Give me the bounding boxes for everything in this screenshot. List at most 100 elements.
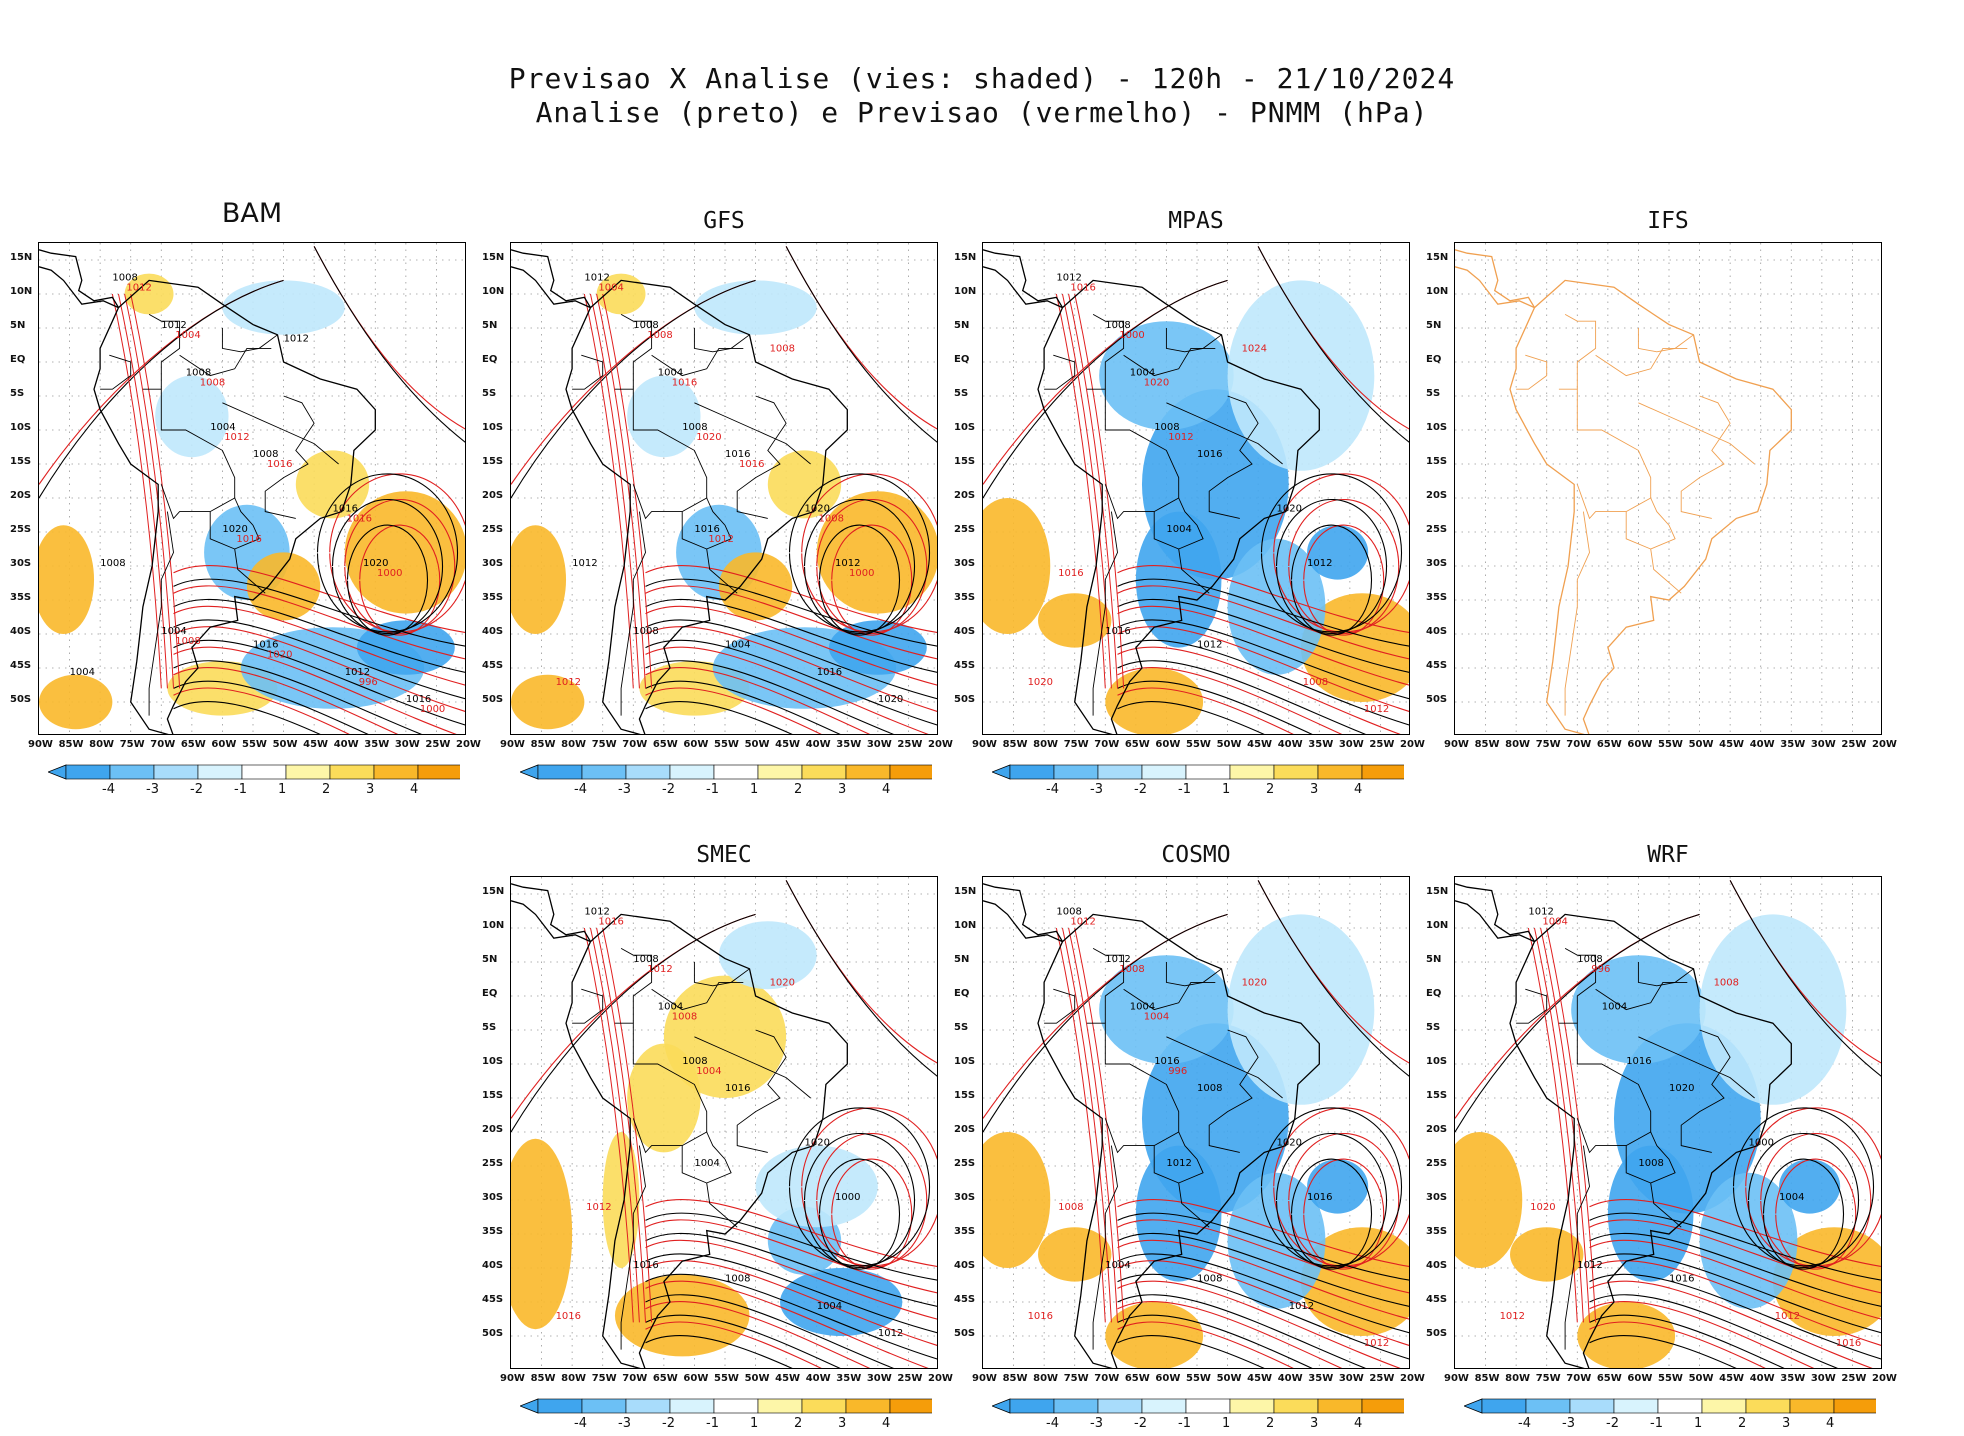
- coastline: [93, 279, 376, 734]
- lon-tick-label: 50W: [1688, 739, 1714, 750]
- lat-tick-label: 5S: [482, 1022, 497, 1033]
- isobar-label: 1008: [1303, 677, 1328, 688]
- lat-tick-label: 40S: [1426, 1260, 1448, 1271]
- analysis-isobar: [645, 619, 937, 700]
- isobar-label: 1004: [1130, 1002, 1155, 1013]
- lon-tick-label: 90W: [28, 739, 53, 750]
- negative-bias-area: [155, 375, 229, 458]
- isobar-label: 1008: [1154, 422, 1179, 433]
- colorbar-swatch: [669, 764, 715, 780]
- lat-tick-label: EQ: [1426, 988, 1442, 999]
- colorbar-swatch: [669, 1398, 715, 1414]
- analysis-isobar: [818, 1158, 901, 1270]
- lat-tick-label: 5S: [1426, 1022, 1441, 1033]
- isobar-label: 1016: [1154, 1056, 1179, 1067]
- analysis-isobar: [983, 913, 1228, 1133]
- forecast-isobar: [1117, 585, 1409, 660]
- forecast-isobar: [645, 1321, 822, 1368]
- forecast-isobar: [1117, 1301, 1343, 1368]
- lon-tick-label: 85W: [1474, 1373, 1500, 1384]
- isobar-label: 1012: [126, 282, 151, 293]
- analysis-isobar: [1117, 1294, 1367, 1368]
- isobar-label: 1020: [696, 432, 721, 443]
- analysis-isobar: [1290, 524, 1373, 636]
- country-border: [1595, 347, 1688, 377]
- lat-tick-label: 5N: [1426, 954, 1442, 965]
- positive-bias-area: [602, 1132, 640, 1268]
- country-border: [706, 1131, 738, 1228]
- isobar-label: 1016: [1669, 1274, 1694, 1285]
- isobar-label: 1016: [1105, 626, 1130, 637]
- isobar-label: 1004: [658, 368, 683, 379]
- isobar-label: 1012: [1168, 432, 1193, 443]
- analysis-isobar: [1455, 913, 1700, 1133]
- map-frame: 1012 1008 1004 1008 1016 1020 1012 1016 1008 1004…: [510, 242, 938, 735]
- analysis-isobar: [645, 598, 937, 673]
- isobar-label: 1008: [1119, 964, 1144, 975]
- lat-tick-label: 10N: [10, 286, 33, 297]
- positive-bias-area: [1772, 1227, 1881, 1336]
- isobar-label: 1012: [1166, 1158, 1191, 1169]
- analysis-isobar: [173, 598, 465, 673]
- isobar-label: 1016: [725, 449, 750, 460]
- isobar-label: 1004: [725, 640, 750, 651]
- isobar-label: 1016: [406, 694, 431, 705]
- grid-lines: [1455, 243, 1881, 734]
- colorbar-label: 4: [1354, 1416, 1363, 1431]
- lon-tick-label: 80W: [1033, 739, 1059, 750]
- forecast-isobar: [1117, 626, 1409, 712]
- lat-tick-label: 40S: [954, 1260, 976, 1271]
- panel-title: MPAS: [1168, 208, 1224, 234]
- lon-tick-label: 30W: [1810, 739, 1836, 750]
- colorbar-label: -2: [662, 1416, 675, 1431]
- lon-tick-label: 30W: [866, 1373, 892, 1384]
- forecast-isobar: [1117, 1239, 1409, 1320]
- analysis-isobar: [645, 660, 895, 734]
- analysis-isobar: [1589, 1294, 1839, 1368]
- colorbar-swatch: [713, 1398, 759, 1414]
- lon-tick-label: 50W: [1688, 1373, 1714, 1384]
- panel-ifs: IFS 15N 10N 5N EQ 5S 10S 15S 20S 25S 30S 35S 40S 45S 5…: [1426, 208, 1897, 802]
- lat-tick-label: 15N: [1426, 252, 1449, 263]
- isobar-label: 1012: [878, 1328, 903, 1339]
- analysis-isobar: [645, 1294, 895, 1368]
- lon-tick-label: 25W: [1841, 1373, 1867, 1384]
- lat-tick-label: 10S: [1426, 422, 1448, 433]
- isobar-label: 1016: [267, 459, 292, 470]
- lat-tick-label: 50S: [10, 694, 32, 705]
- isobar-label: 1004: [696, 1066, 721, 1077]
- country-border: [1680, 395, 1731, 519]
- colorbar-label: -2: [662, 782, 675, 797]
- colorbar-label: 2: [322, 782, 331, 797]
- analysis-isobar: [1290, 1158, 1373, 1270]
- forecast-isobar: [1117, 1219, 1409, 1294]
- country-border: [100, 354, 132, 390]
- lon-tick-label: 55W: [1658, 739, 1683, 750]
- isobar-label: 1020: [1242, 978, 1267, 989]
- lat-tick-label: 30S: [954, 1192, 976, 1203]
- colorbar-swatch: [109, 764, 155, 780]
- lon-tick-label: 30W: [1338, 1373, 1364, 1384]
- panel-smec: SMEC 1012 1008 1004 1008 1016 1020 1000 1004 1016…: [482, 842, 953, 1436]
- colorbar-label: 1: [278, 782, 287, 797]
- forecast-isobar: [1589, 1321, 1766, 1368]
- colorbar-swatch: [1009, 764, 1055, 780]
- lon-tick-label: 75W: [591, 739, 617, 750]
- isobar-label: 1004: [175, 330, 200, 341]
- isobar-label: 1004: [1542, 916, 1567, 927]
- lon-tick-label: 50W: [272, 739, 298, 750]
- analysis-isobar: [1729, 880, 1881, 1077]
- lon-tick-label: 80W: [1505, 1373, 1531, 1384]
- country-border: [1166, 1036, 1283, 1099]
- isobar-label: 1012: [708, 534, 733, 545]
- isobar-label: 1020: [1669, 1083, 1694, 1094]
- positive-bias-area: [1300, 593, 1409, 702]
- forecast-isobar: [785, 246, 937, 430]
- colorbar-label: -1: [1178, 782, 1191, 797]
- isobar-label: 1016: [1836, 1338, 1861, 1349]
- lon-tick-label: 65W: [1124, 1373, 1150, 1384]
- map-frame: 1012 1008 1004 1008 1016 1020 1000 1004 1016 1008…: [510, 876, 938, 1369]
- country-border: [1044, 988, 1076, 1024]
- forecast-isobar: [344, 499, 456, 634]
- colorbar-swatch: [1053, 1398, 1099, 1414]
